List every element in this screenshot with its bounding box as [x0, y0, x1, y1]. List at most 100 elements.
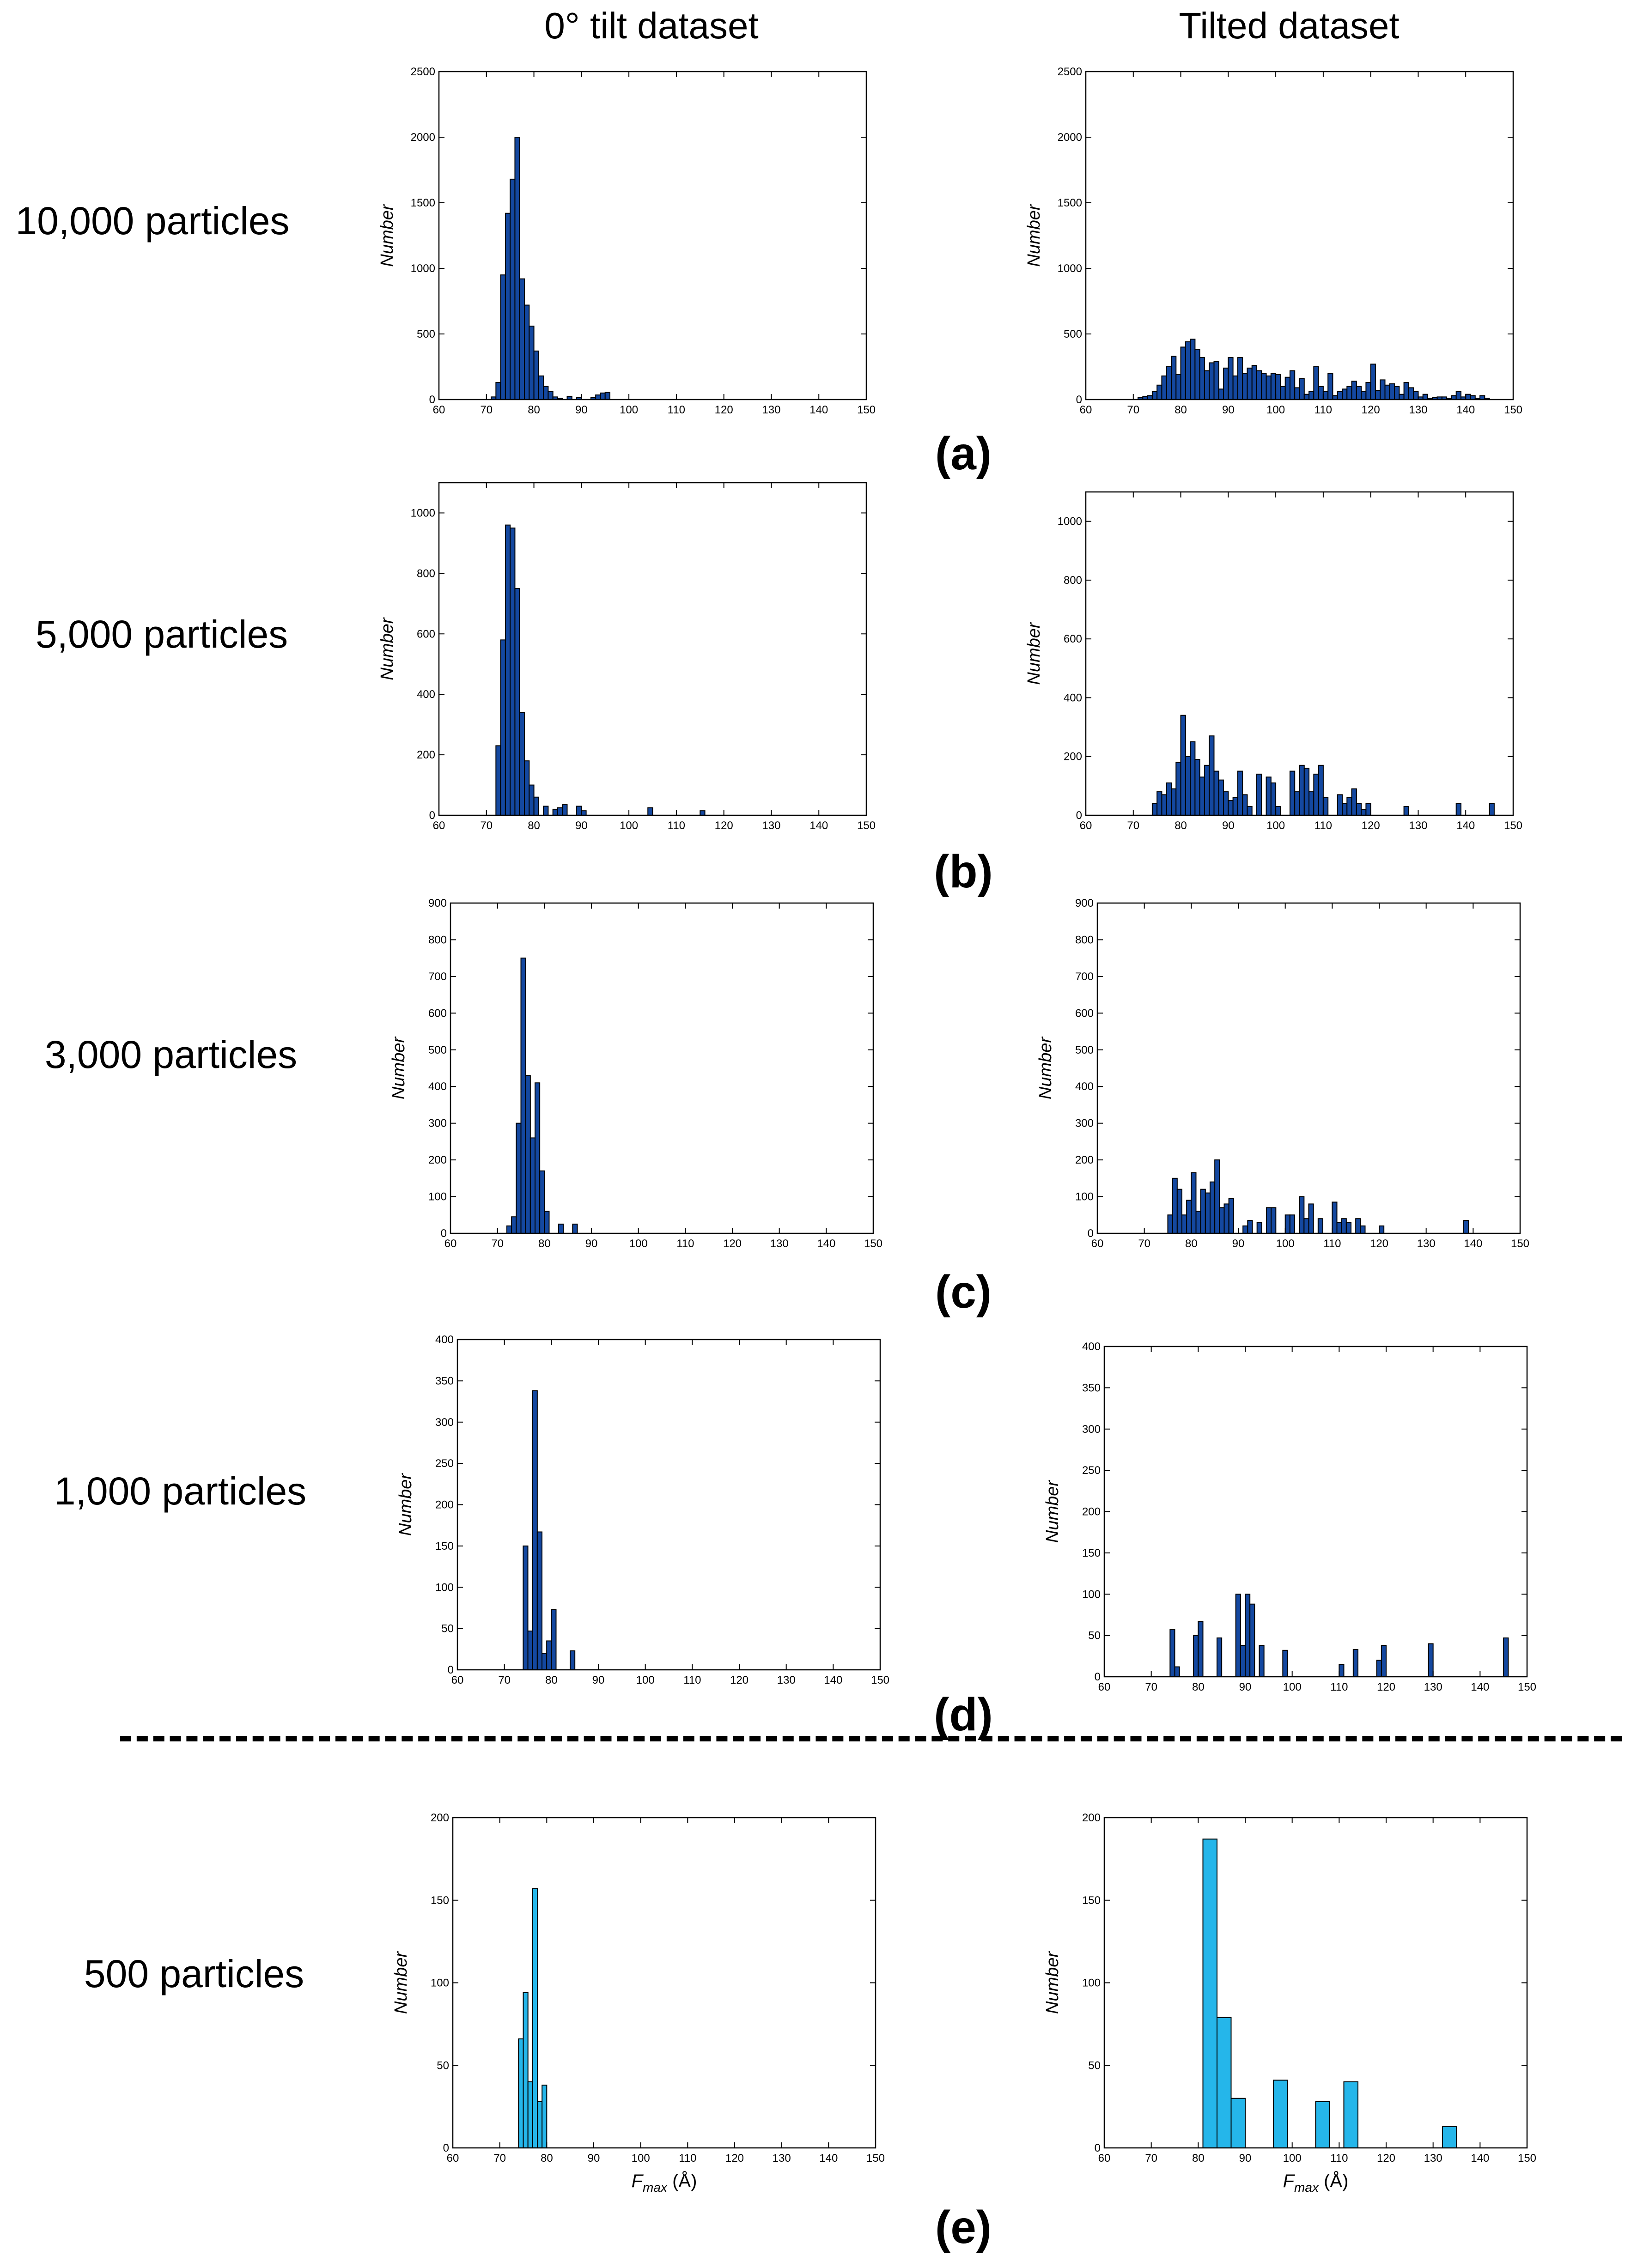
x-tick-label: 150 — [1504, 404, 1522, 416]
y-tick-label: 100 — [1075, 1191, 1094, 1203]
y-axis-label: Number — [1043, 1480, 1062, 1543]
x-tick-label: 140 — [1456, 819, 1475, 832]
plot-frame — [438, 71, 867, 400]
x-tick-label: 130 — [773, 2152, 791, 2165]
y-tick-label: 150 — [1082, 1547, 1101, 1559]
x-tick-label: 80 — [528, 404, 540, 416]
y-tick-label: 150 — [1082, 1894, 1101, 1907]
histogram-bar — [1202, 1838, 1217, 2149]
y-tick-label: 250 — [435, 1457, 454, 1470]
x-tick-label: 60 — [433, 819, 445, 832]
x-tick-label: 140 — [1464, 1237, 1482, 1250]
x-tick-label: 80 — [1175, 404, 1187, 416]
x-tick-label: 60 — [433, 404, 445, 416]
x-tick-label: 120 — [1362, 819, 1380, 832]
panel-label-e: (e) — [935, 2201, 992, 2253]
y-tick-label: 2000 — [411, 131, 435, 144]
x-tick-label: 90 — [575, 819, 588, 832]
x-tick-label: 80 — [1192, 2152, 1205, 2165]
y-tick-label: 0 — [429, 809, 435, 822]
y-tick-label: 900 — [428, 897, 447, 910]
x-tick-label: 100 — [620, 404, 638, 416]
x-tick-label: 140 — [1471, 1681, 1489, 1693]
y-tick-label: 1000 — [1058, 515, 1082, 528]
y-tick-label: 1500 — [411, 197, 435, 209]
x-tick-label: 120 — [725, 2152, 744, 2165]
histogram-bar — [1273, 2080, 1288, 2148]
plot-frame — [1096, 902, 1521, 1234]
x-tick-label: 140 — [809, 404, 828, 416]
histogram-bar — [1315, 2101, 1330, 2148]
y-tick-label: 0 — [441, 1227, 447, 1240]
y-tick-label: 700 — [1075, 970, 1094, 983]
y-tick-label: 50 — [1088, 1630, 1101, 1642]
y-tick-label: 2000 — [1058, 131, 1082, 144]
x-tick-label: 90 — [1239, 2152, 1252, 2165]
x-tick-label: 100 — [620, 819, 638, 832]
plot-frame — [450, 902, 874, 1234]
x-tick-label: 60 — [1091, 1237, 1104, 1250]
x-tick-label: 150 — [1518, 1681, 1536, 1693]
x-tick-label: 80 — [538, 1237, 551, 1250]
row-label-5000: 5,000 particles — [35, 612, 288, 656]
x-tick-label: 110 — [1330, 1681, 1348, 1693]
y-tick-label: 0 — [1095, 1671, 1101, 1683]
x-tick-label: 100 — [632, 2152, 650, 2165]
y-axis-label: Number — [1024, 204, 1044, 267]
y-axis-label: Number — [377, 204, 397, 267]
x-tick-label: 150 — [1504, 819, 1522, 832]
x-tick-label: 110 — [1323, 1237, 1341, 1250]
y-tick-label: 0 — [1076, 394, 1082, 406]
x-tick-label: 100 — [1283, 1681, 1302, 1693]
y-tick-label: 800 — [1064, 574, 1082, 587]
x-tick-label: 150 — [866, 2152, 885, 2165]
y-tick-label: 1000 — [411, 507, 435, 519]
y-axis-label: Number — [391, 1951, 411, 2014]
x-tick-label: 60 — [1080, 819, 1092, 832]
dashed-divider — [120, 1736, 1622, 1741]
x-tick-label: 140 — [809, 819, 828, 832]
x-tick-label: 130 — [762, 404, 780, 416]
x-tick-label: 80 — [545, 1674, 558, 1686]
x-tick-label: 100 — [1276, 1237, 1295, 1250]
y-tick-label: 500 — [428, 1044, 447, 1056]
y-tick-label: 50 — [441, 1623, 454, 1635]
right-column-header: Tilted dataset — [1179, 5, 1400, 46]
x-tick-label: 150 — [857, 404, 876, 416]
x-tick-label: 140 — [817, 1237, 835, 1250]
x-tick-label: 60 — [451, 1674, 464, 1686]
y-tick-label: 700 — [428, 970, 447, 983]
row-label-10000: 10,000 particles — [15, 199, 290, 243]
x-tick-label: 100 — [636, 1674, 655, 1686]
y-axis-label: Number — [1036, 1037, 1055, 1099]
x-tick-label: 80 — [1192, 1681, 1205, 1693]
y-tick-label: 150 — [435, 1540, 454, 1552]
plot-frame — [1085, 71, 1514, 400]
y-tick-label: 200 — [1082, 1812, 1101, 1824]
x-tick-label: 150 — [864, 1237, 882, 1250]
y-tick-label: 100 — [1082, 1588, 1101, 1601]
y-tick-label: 400 — [1064, 691, 1082, 704]
y-tick-label: 200 — [435, 1499, 454, 1511]
row-label-1000: 1,000 particles — [54, 1469, 307, 1513]
x-tick-label: 150 — [1511, 1237, 1529, 1250]
x-tick-label: 110 — [679, 2152, 696, 2165]
y-tick-label: 200 — [1082, 1506, 1101, 1518]
x-axis-label: Fmax (Å) — [1283, 2171, 1349, 2195]
y-tick-label: 1000 — [1058, 262, 1082, 275]
plot-frame — [1103, 1817, 1528, 2149]
x-tick-label: 60 — [447, 2152, 459, 2165]
x-tick-label: 120 — [1370, 1237, 1388, 1250]
y-tick-label: 100 — [1082, 1977, 1101, 1989]
x-tick-label: 100 — [1266, 404, 1285, 416]
y-tick-label: 0 — [443, 2142, 449, 2154]
x-tick-label: 110 — [1315, 404, 1332, 416]
y-tick-label: 600 — [428, 1007, 447, 1019]
